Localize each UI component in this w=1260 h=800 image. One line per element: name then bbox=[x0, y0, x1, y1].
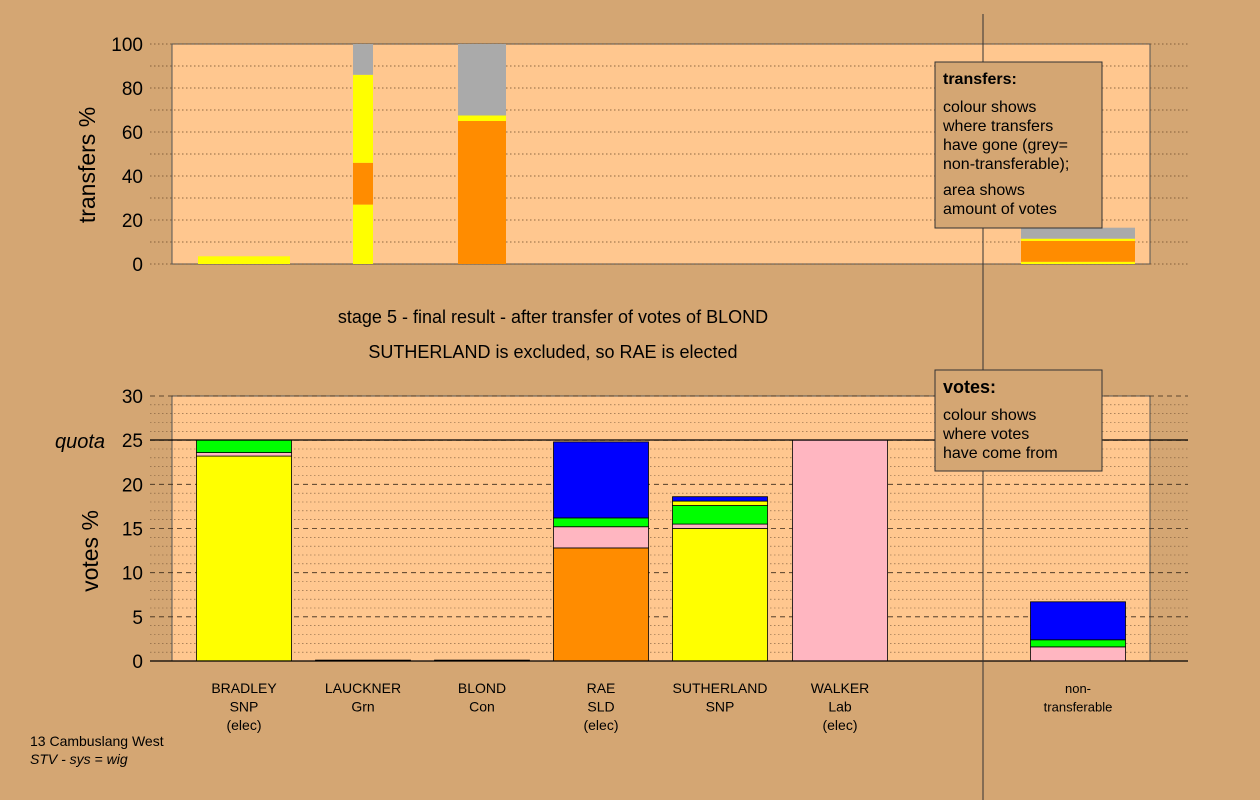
bottom-y-tick-label: 20 bbox=[122, 475, 143, 496]
top-y-tick-label: 20 bbox=[122, 211, 143, 232]
transfers-legend: transfers: colour shows where transfers … bbox=[934, 61, 1103, 229]
bottom-bars bbox=[196, 439, 1126, 662]
x-axis-label: SLD bbox=[587, 699, 614, 715]
x-axis-label: SNP bbox=[706, 699, 735, 715]
bottom-y-tick-label: 0 bbox=[132, 652, 143, 673]
x-axis-label: transferable bbox=[1044, 700, 1113, 715]
transfer-bar-segment bbox=[458, 115, 506, 121]
x-axis-label: RAE bbox=[587, 680, 616, 696]
x-axis-label: (elec) bbox=[226, 717, 261, 733]
vote-bar-segment bbox=[672, 496, 768, 502]
transfer-bar-segment bbox=[353, 74, 373, 163]
x-axis-label: SUTHERLAND bbox=[673, 680, 768, 696]
votes-legend-line: have come from bbox=[943, 445, 1058, 462]
x-axis-label: Grn bbox=[351, 699, 374, 715]
vote-bar-segment bbox=[672, 523, 768, 529]
footer-constituency: 13 Cambuslang West bbox=[30, 733, 164, 749]
transfer-bar-segment bbox=[353, 44, 373, 75]
x-axis-label: WALKER bbox=[811, 680, 870, 696]
vote-bar-segment bbox=[553, 547, 649, 662]
transfers-legend-line: colour shows bbox=[943, 99, 1036, 116]
footer-system: STV - sys = wig bbox=[30, 751, 128, 767]
top-y-ticks: 0 20 40 60 80 100 bbox=[111, 35, 143, 276]
x-axis-label: non- bbox=[1065, 681, 1091, 696]
headline-line2: SUTHERLAND is excluded, so RAE is electe… bbox=[368, 342, 737, 362]
transfer-bar-segment bbox=[353, 204, 373, 264]
transfers-legend-line: have gone (grey= bbox=[943, 137, 1068, 154]
vote-bar-segment bbox=[196, 455, 292, 662]
transfer-bar-segment bbox=[198, 256, 290, 264]
top-y-axis-label: transfers % bbox=[74, 107, 100, 223]
vote-bar-segment bbox=[1030, 639, 1126, 648]
transfer-bar-segment bbox=[1021, 238, 1135, 241]
top-y-tick-label: 80 bbox=[122, 79, 143, 100]
transfer-bar-segment bbox=[1021, 227, 1135, 239]
vote-bar-segment bbox=[553, 526, 649, 549]
bottom-y-tick-label: 10 bbox=[122, 564, 143, 585]
bottom-y-tick-label: 30 bbox=[122, 387, 143, 408]
transfer-bar-segment bbox=[353, 162, 373, 205]
x-axis-labels: BRADLEY SNP (elec) LAUCKNER Grn BLOND Con RAE SL… bbox=[211, 680, 1112, 733]
quota-label: quota bbox=[55, 431, 105, 453]
vote-bar-segment bbox=[196, 439, 292, 453]
vote-bar-segment bbox=[672, 500, 768, 506]
vote-bar-segment bbox=[672, 528, 768, 662]
votes-legend: votes: colour shows where votes have com… bbox=[934, 369, 1103, 472]
bottom-y-tick-label: 5 bbox=[132, 608, 143, 629]
top-y-tick-label: 0 bbox=[132, 255, 143, 276]
transfers-legend-title: transfers: bbox=[943, 71, 1017, 88]
top-bars bbox=[198, 44, 1135, 264]
x-axis-label: BLOND bbox=[458, 680, 506, 696]
transfer-bar-segment bbox=[458, 44, 506, 116]
transfers-legend-line: where transfers bbox=[942, 118, 1053, 135]
top-y-tick-label: 40 bbox=[122, 167, 143, 188]
top-y-tick-label: 100 bbox=[111, 35, 143, 56]
x-axis-label: LAUCKNER bbox=[325, 680, 401, 696]
headline-line1: stage 5 - final result - after transfer … bbox=[338, 307, 768, 327]
x-axis-label: Con bbox=[469, 699, 495, 715]
transfer-bar-segment bbox=[458, 121, 506, 264]
x-axis-label: BRADLEY bbox=[211, 680, 277, 696]
votes-legend-title: votes: bbox=[943, 377, 996, 397]
vote-bar-segment bbox=[1030, 601, 1126, 641]
vote-bar-segment bbox=[553, 441, 649, 519]
bottom-y-tick-label: 15 bbox=[122, 520, 143, 541]
votes-legend-line: where votes bbox=[942, 426, 1029, 443]
transfer-bar-segment bbox=[1021, 240, 1135, 262]
x-axis-label: Lab bbox=[828, 699, 852, 715]
x-axis-label: SNP bbox=[230, 699, 259, 715]
x-axis-label: (elec) bbox=[822, 717, 857, 733]
votes-legend-line: colour shows bbox=[943, 407, 1036, 424]
bottom-y-tick-label: 25 bbox=[122, 431, 143, 452]
bottom-y-ticks: 0 5 10 15 20 25 30 bbox=[122, 387, 143, 673]
vote-bar-segment bbox=[1030, 646, 1126, 662]
transfer-bar-segment bbox=[1021, 261, 1135, 264]
vote-bar-segment bbox=[196, 452, 292, 457]
x-axis-label: (elec) bbox=[583, 717, 618, 733]
bottom-y-axis-label: votes % bbox=[77, 510, 103, 592]
transfers-legend-line: amount of votes bbox=[943, 201, 1057, 218]
vote-bar-segment bbox=[672, 505, 768, 525]
transfers-legend-line: non-transferable); bbox=[943, 156, 1069, 173]
vote-bar-segment bbox=[553, 517, 649, 528]
transfers-legend-line: area shows bbox=[943, 182, 1025, 199]
vote-bar-segment bbox=[792, 439, 888, 662]
top-y-tick-label: 60 bbox=[122, 123, 143, 144]
